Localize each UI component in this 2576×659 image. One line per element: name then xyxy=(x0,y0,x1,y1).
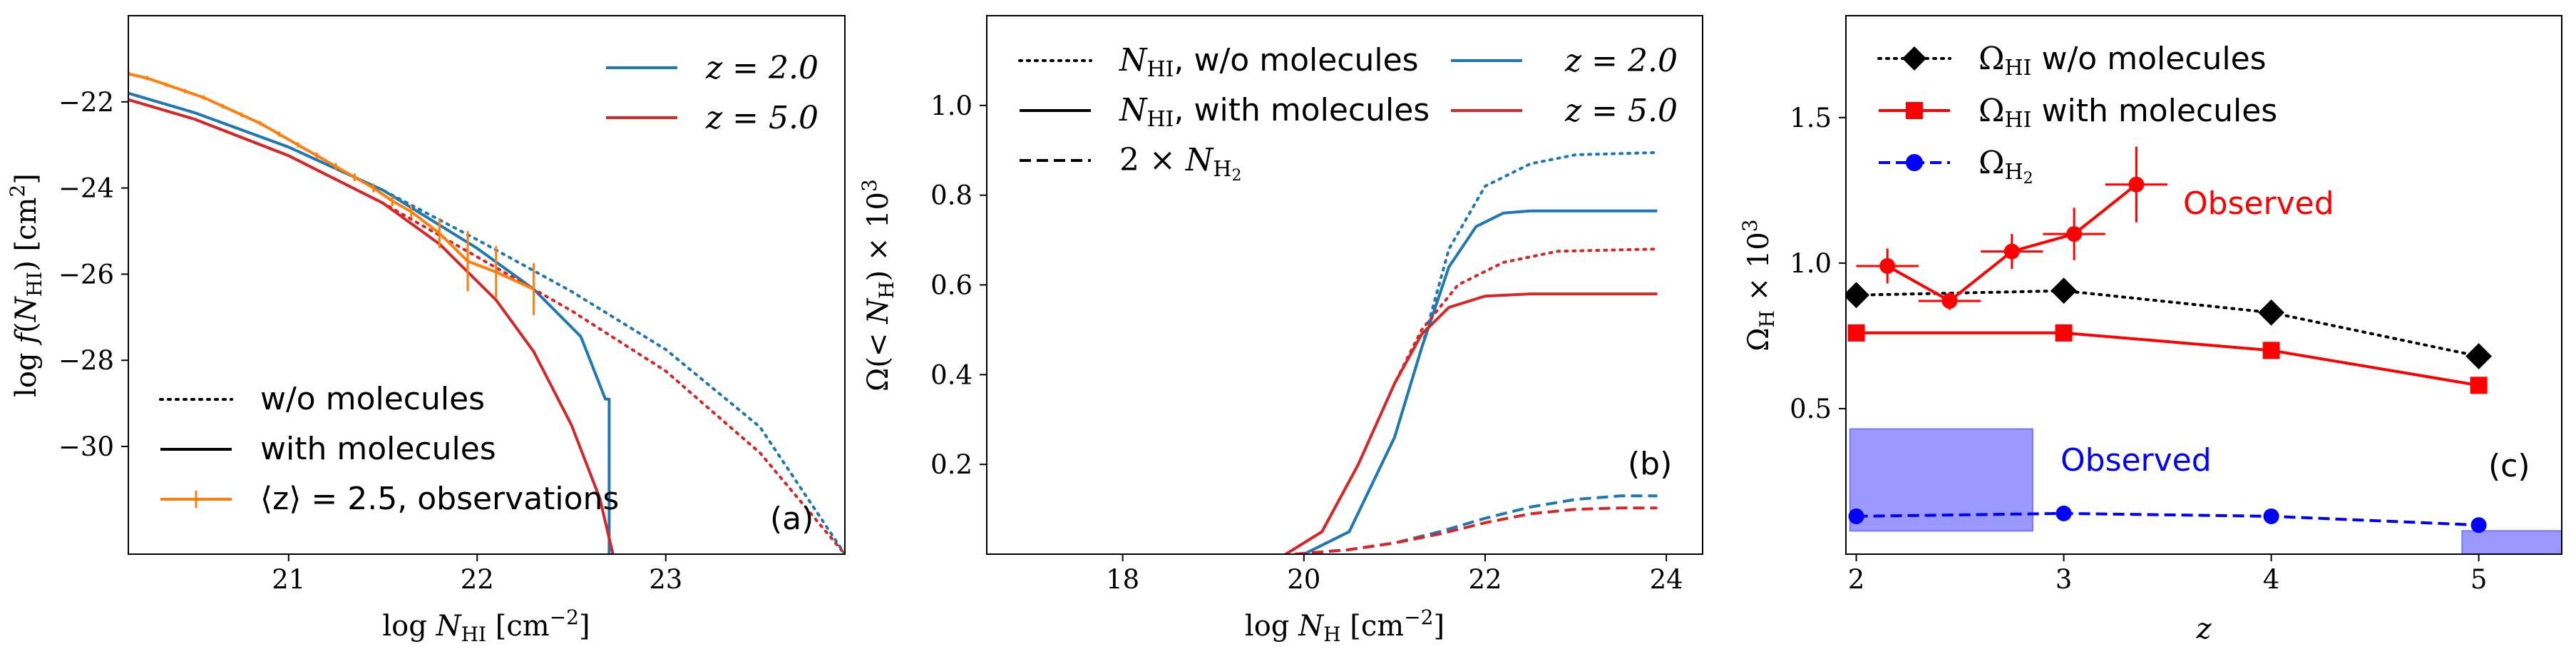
panel-b-series xyxy=(1284,150,1659,554)
legend-marker-c-h2 xyxy=(1906,154,1923,171)
observed-band-1 xyxy=(2461,530,2562,554)
observed-point-1 xyxy=(1941,292,1958,309)
panel-c-label: (c) xyxy=(2488,448,2530,484)
legend-label-c-wo: ΩHI w/o molecules xyxy=(1979,41,2267,81)
panel-c: 2 3 4 5 0.5 1.0 1.5 z ΩH × 103 ΩHI w/o molecul… xyxy=(1738,15,2562,645)
panel-c-frame xyxy=(1845,15,2562,555)
xtick-label-a-0: 21 xyxy=(272,564,305,595)
panel-a-frame xyxy=(128,15,846,555)
marker-circle-2 xyxy=(2263,508,2279,524)
panel-a-legend-style: w/o molecules with molecules ⟨z⟩ = 2.5, … xyxy=(159,381,619,517)
panel-b-legend: NHI, w/o molecules NHI, with molecules 2… xyxy=(1018,42,1678,185)
marker-square-3 xyxy=(2470,377,2488,394)
marker-circle-1 xyxy=(2056,505,2072,521)
xtick-label-b-0: 18 xyxy=(1106,564,1139,595)
ytick-label-a-0: −22 xyxy=(58,87,114,118)
series-a-4 xyxy=(128,72,535,291)
legend-label-z20: z = 2.0 xyxy=(705,50,819,86)
ytick-label-c-2: 1.5 xyxy=(1790,103,1832,133)
legend-label-c-h2: ΩH2 xyxy=(1979,145,2033,188)
legend-label-b-z50: z = 5.0 xyxy=(1564,93,1678,129)
ytick-label-c-0: 0.5 xyxy=(1790,394,1832,424)
xtick-label-c-2: 4 xyxy=(2263,564,2280,595)
xtick-label-a-2: 23 xyxy=(649,564,682,595)
legend-marker-c-with xyxy=(1906,102,1923,119)
panel-c-series xyxy=(1846,146,2562,554)
marker-diamond-3 xyxy=(2465,343,2492,369)
panel-a-ticks: 21 22 23 −22 −24 −26 −28 −30 xyxy=(58,87,682,595)
panel-a-legend-z: z = 2.0 z = 5.0 xyxy=(606,50,819,136)
legend-label-wo: w/o molecules xyxy=(260,381,485,417)
legend-label-b-z20: z = 2.0 xyxy=(1564,43,1678,79)
xtick-label-c-3: 5 xyxy=(2470,564,2488,595)
panel-c-legend: ΩHI w/o molecules ΩHI with molecules ΩH2 xyxy=(1877,41,2277,188)
marker-square-0 xyxy=(1847,324,1865,342)
marker-diamond-2 xyxy=(2258,299,2284,326)
legend-label-h2: 2 × NH2 xyxy=(1119,142,1242,185)
panel-b-frame xyxy=(986,15,1703,555)
series-c-1 xyxy=(1856,331,2479,387)
series-b-2 xyxy=(1284,247,1659,554)
panel-a: 21 22 23 −22 −24 −26 −28 −30 log NHI [cm−2] log… xyxy=(6,15,846,646)
marker-circle-0 xyxy=(1848,508,1864,524)
xtick-label-b-1: 20 xyxy=(1287,564,1320,595)
panel-b-ylabel: Ω(< NH) × 103 xyxy=(858,179,898,392)
legend-label-c-with: ΩHI with molecules xyxy=(1979,93,2277,133)
series-b-0 xyxy=(1302,150,1659,554)
observed-point-2 xyxy=(2003,243,2020,260)
panel-b: 18 20 22 24 0.2 0.4 0.6 0.8 1.0 log NH [cm−2] Ω(… xyxy=(858,15,1703,646)
panel-a-ylabel: log f(NHI) [cm2] xyxy=(6,173,46,397)
ytick-label-a-4: −30 xyxy=(58,431,114,462)
marker-square-1 xyxy=(2055,324,2073,342)
ytick-label-b-1: 0.4 xyxy=(930,359,973,390)
legend-label-with: with molecules xyxy=(260,431,496,467)
marker-square-2 xyxy=(2262,342,2280,359)
series-b-3 xyxy=(1285,292,1658,554)
legend-label-nhi-wo: NHI, w/o molecules xyxy=(1119,42,1419,82)
xtick-label-b-2: 22 xyxy=(1468,564,1502,595)
observed-point-4 xyxy=(2128,176,2145,193)
xtick-label-b-3: 24 xyxy=(1650,564,1683,595)
ytick-label-b-3: 0.8 xyxy=(930,180,973,211)
observed-point-3 xyxy=(2066,226,2083,242)
panel-c-ylabel: ΩH × 103 xyxy=(1738,219,1779,351)
ytick-label-a-3: −28 xyxy=(58,345,114,376)
panel-a-label: (a) xyxy=(770,501,814,537)
marker-diamond-0 xyxy=(1846,282,1869,309)
ytick-label-b-0: 0.2 xyxy=(930,449,973,480)
ytick-label-c-1: 1.0 xyxy=(1790,248,1832,279)
marker-diamond-1 xyxy=(2051,277,2077,305)
series-b-4 xyxy=(1294,494,1658,554)
ytick-label-b-4: 1.0 xyxy=(930,91,973,121)
legend-label-nhi-with: NHI, with molecules xyxy=(1119,92,1430,132)
observed-label-red: Observed xyxy=(2183,185,2334,222)
xtick-label-c-1: 3 xyxy=(2056,564,2073,595)
panel-a-xlabel: log NHI [cm−2] xyxy=(382,606,590,646)
ytick-label-a-1: −24 xyxy=(58,173,114,204)
observed-label-blue: Observed xyxy=(2061,442,2212,479)
series-a-1 xyxy=(128,91,611,554)
ytick-label-b-2: 0.6 xyxy=(930,270,973,301)
panel-a-series xyxy=(128,71,845,554)
observed-point-0 xyxy=(1879,257,1896,274)
legend-label-obs: ⟨z⟩ = 2.5, observations xyxy=(260,481,619,517)
xtick-label-c-0: 2 xyxy=(1848,564,1865,595)
series-b-5 xyxy=(1294,506,1658,554)
panel-b-xlabel: log NH [cm−2] xyxy=(1245,606,1444,646)
ytick-label-a-2: −26 xyxy=(58,259,114,290)
panel-c-xlabel: z xyxy=(2195,613,2212,645)
panel-b-label: (b) xyxy=(1628,446,1672,482)
panel-b-ticks: 18 20 22 24 0.2 0.4 0.6 0.8 1.0 xyxy=(930,91,1683,595)
legend-label-z50: z = 5.0 xyxy=(705,100,819,136)
series-b-1 xyxy=(1303,209,1658,554)
xtick-label-a-1: 22 xyxy=(461,564,494,595)
series-c-2 xyxy=(1856,511,2479,527)
legend-marker-c-wo xyxy=(1902,46,1926,71)
marker-circle-3 xyxy=(2470,517,2487,533)
panel-c-ticks: 2 3 4 5 0.5 1.0 1.5 xyxy=(1790,103,2487,595)
